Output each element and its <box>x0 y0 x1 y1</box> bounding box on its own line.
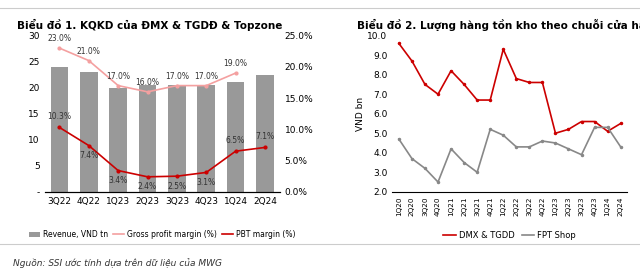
Y-axis label: VND bn: VND bn <box>356 97 365 131</box>
Bar <box>109 88 127 192</box>
Text: 3.1%: 3.1% <box>196 178 216 187</box>
Text: 10.3%: 10.3% <box>47 112 72 121</box>
Legend: Revenue, VND tn, Gross profit margin (%), PBT margin (%): Revenue, VND tn, Gross profit margin (%)… <box>26 227 299 242</box>
Text: 21.0%: 21.0% <box>77 47 100 56</box>
Text: 6.5%: 6.5% <box>226 136 245 145</box>
Text: 2.5%: 2.5% <box>167 182 186 191</box>
Bar <box>139 85 156 192</box>
Bar <box>51 67 68 192</box>
Bar <box>80 72 98 192</box>
Text: 17.0%: 17.0% <box>165 72 189 81</box>
Bar <box>198 85 215 192</box>
Text: 7.4%: 7.4% <box>79 151 99 160</box>
Text: 2.4%: 2.4% <box>138 182 157 191</box>
Text: Biểu đồ 1. KQKD của ĐMX & TGDĐ & Topzone: Biểu đồ 1. KQKD của ĐMX & TGDĐ & Topzone <box>17 19 282 31</box>
Bar <box>227 82 244 192</box>
Text: 17.0%: 17.0% <box>195 72 218 81</box>
Bar <box>256 75 274 192</box>
Text: 17.0%: 17.0% <box>106 72 130 81</box>
Legend: DMX & TGDD, FPT Shop: DMX & TGDD, FPT Shop <box>440 227 580 243</box>
Text: 7.1%: 7.1% <box>255 132 275 141</box>
Text: Biểu đồ 2. Lượng hàng tồn kho theo chuỗi cửa hàng: Biểu đồ 2. Lượng hàng tồn kho theo chuỗi… <box>357 19 640 31</box>
Text: 19.0%: 19.0% <box>223 59 248 68</box>
Text: 3.4%: 3.4% <box>109 176 128 185</box>
Text: 23.0%: 23.0% <box>47 34 72 43</box>
Text: Nguồn: SSI ước tính dựa trên dữ liệu của MWG: Nguồn: SSI ước tính dựa trên dữ liệu của… <box>13 258 222 268</box>
Bar <box>168 85 186 192</box>
Text: 16.0%: 16.0% <box>136 78 159 87</box>
